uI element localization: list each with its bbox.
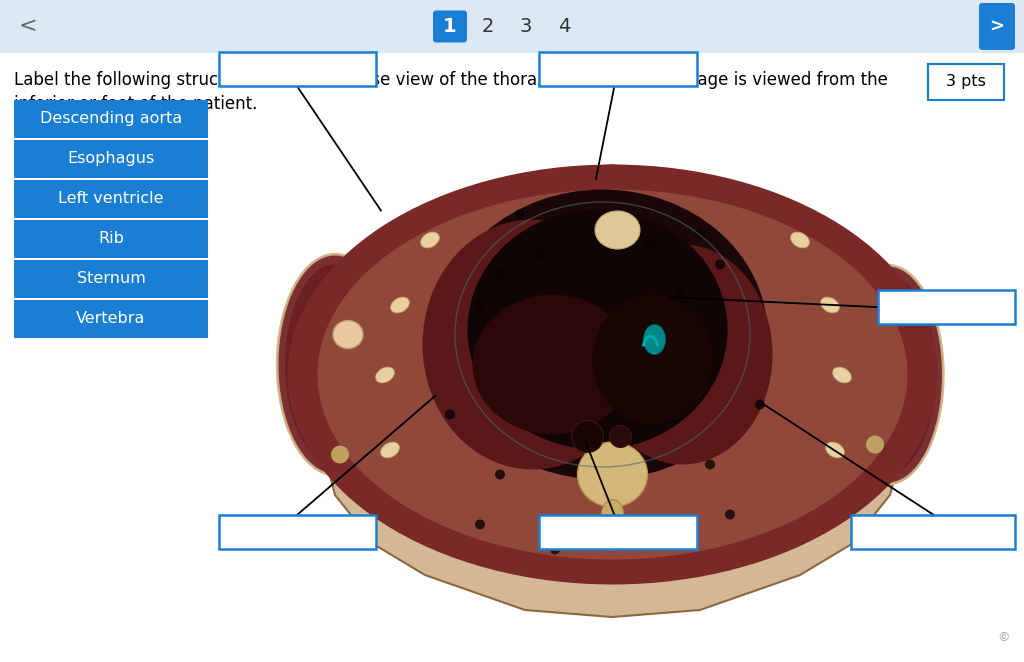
Bar [14,300,208,338]
Ellipse shape [643,324,666,354]
Bar [14,260,208,298]
Circle shape [550,545,560,555]
Bar [14,180,208,218]
FancyBboxPatch shape [851,515,1015,549]
Circle shape [705,459,715,469]
Text: Vertebra: Vertebra [77,311,145,326]
Text: 1: 1 [443,17,457,36]
FancyBboxPatch shape [928,64,1004,100]
PathPatch shape [319,165,905,617]
Text: ©: © [997,631,1010,644]
Ellipse shape [833,265,943,483]
Ellipse shape [288,164,938,585]
Text: Descending aorta: Descending aorta [40,111,182,126]
FancyBboxPatch shape [878,290,1015,324]
Ellipse shape [421,232,439,248]
Circle shape [609,426,632,448]
FancyBboxPatch shape [539,515,697,549]
Ellipse shape [866,436,884,453]
Circle shape [495,469,505,479]
Circle shape [604,534,621,551]
Text: 3: 3 [520,17,532,36]
Text: 2: 2 [482,17,495,36]
Circle shape [535,250,545,260]
Circle shape [695,230,705,240]
Ellipse shape [820,297,840,313]
Ellipse shape [578,442,647,507]
Ellipse shape [317,189,907,559]
Ellipse shape [285,265,385,465]
Text: Rib: Rib [98,232,124,246]
Circle shape [445,410,455,420]
Circle shape [475,520,485,530]
Ellipse shape [376,367,394,383]
FancyBboxPatch shape [979,3,1015,50]
Circle shape [715,260,725,269]
FancyBboxPatch shape [539,52,697,86]
Text: inferior or feet of the patient.: inferior or feet of the patient. [14,95,257,113]
Bar [14,140,208,178]
Ellipse shape [468,209,727,449]
Bar [0,0,1024,53]
Text: 4: 4 [558,17,570,36]
Circle shape [495,269,505,279]
FancyBboxPatch shape [433,11,467,42]
Circle shape [725,510,735,520]
Bar [14,220,208,258]
Ellipse shape [601,500,624,530]
Ellipse shape [593,244,772,465]
FancyBboxPatch shape [219,52,376,86]
Text: >: > [989,17,1005,36]
FancyBboxPatch shape [219,515,376,549]
Ellipse shape [472,295,633,434]
Ellipse shape [825,442,845,458]
Circle shape [515,209,525,220]
Text: Label the following structures in a transverse view of the thorax. Note that thi: Label the following structures in a tran… [14,71,888,89]
Text: Esophagus: Esophagus [68,152,155,166]
Ellipse shape [833,367,851,383]
Circle shape [475,299,485,310]
Text: 3 pts: 3 pts [946,74,986,89]
Ellipse shape [595,211,640,249]
Text: <: < [18,17,37,36]
Circle shape [675,289,685,299]
Circle shape [660,540,670,549]
Ellipse shape [331,446,349,463]
Text: Sternum: Sternum [77,271,145,287]
Circle shape [755,399,765,410]
Ellipse shape [437,189,768,479]
Ellipse shape [333,320,362,348]
Ellipse shape [840,275,936,473]
Ellipse shape [423,220,642,469]
Ellipse shape [278,254,392,475]
Ellipse shape [391,297,410,313]
Text: Left ventricle: Left ventricle [58,191,164,207]
Circle shape [571,420,603,453]
Ellipse shape [381,442,399,458]
Ellipse shape [791,232,809,248]
Ellipse shape [593,295,713,424]
Circle shape [645,240,655,250]
Bar [14,100,208,138]
